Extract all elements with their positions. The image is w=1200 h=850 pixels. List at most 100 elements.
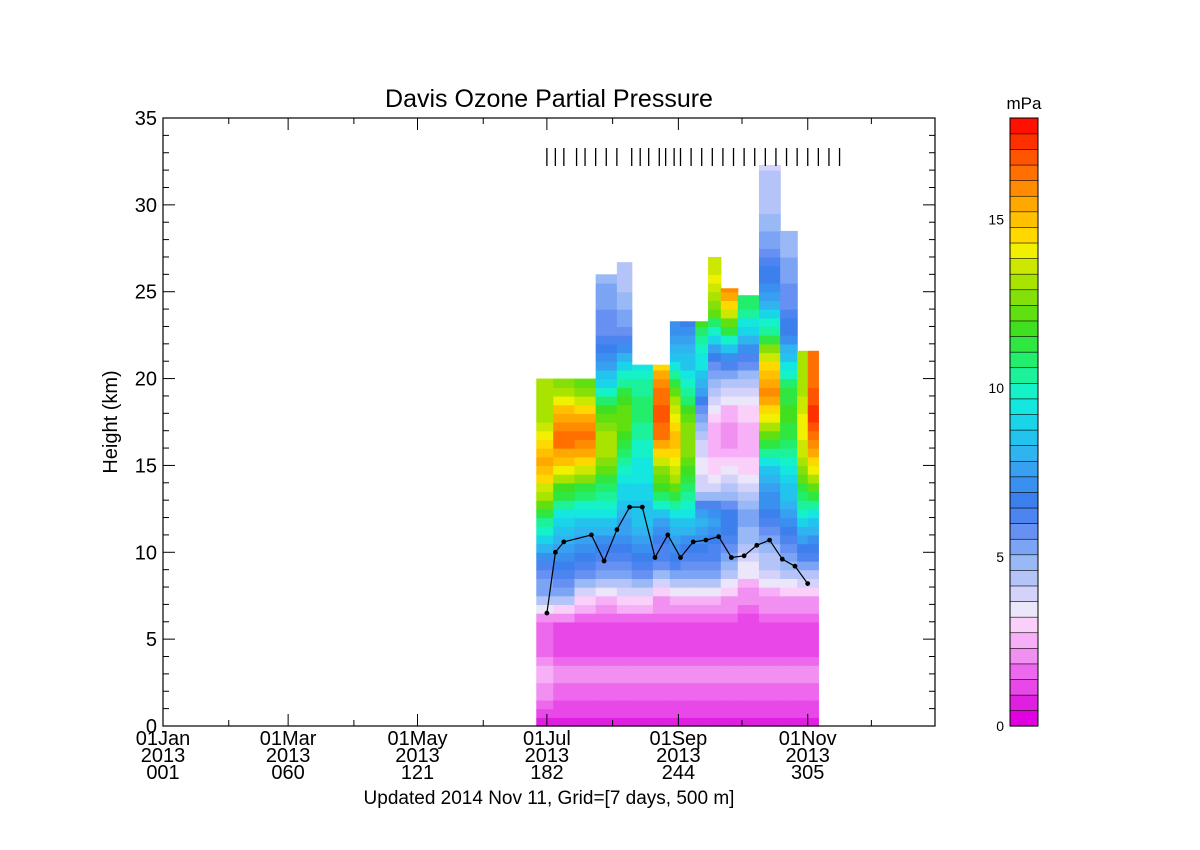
heat-column	[553, 378, 576, 727]
heat-cell	[536, 395, 554, 406]
colorbar-swatch	[1009, 632, 1039, 649]
heat-cell	[652, 508, 671, 519]
heat-column	[780, 230, 798, 727]
heat-cell	[631, 465, 654, 475]
x-tick-label: 01Jan	[136, 728, 191, 750]
heat-cell	[595, 309, 618, 319]
heat-cell	[536, 508, 554, 519]
heat-cell	[737, 448, 760, 458]
heat-cell	[595, 456, 618, 467]
y-tick-label: 20	[135, 369, 157, 391]
heat-cell	[616, 413, 633, 423]
heat-cell	[780, 595, 798, 605]
heat-cell	[669, 482, 682, 493]
heat-cell	[780, 543, 798, 553]
heat-cell	[737, 361, 760, 371]
heat-cell	[595, 665, 618, 675]
heat-cell	[720, 352, 739, 362]
heat-cell	[797, 682, 809, 692]
heat-cell	[780, 560, 798, 571]
heat-cell	[616, 691, 633, 701]
colorbar-swatch	[1009, 258, 1039, 275]
heat-cell	[797, 604, 809, 614]
heat-cell	[708, 448, 722, 458]
heat-cell	[708, 413, 722, 423]
heat-cell	[631, 456, 654, 467]
heat-column	[669, 321, 682, 727]
heat-cell	[680, 413, 696, 423]
tropopause-point	[627, 504, 632, 510]
heat-cell	[669, 361, 682, 371]
heat-cell	[797, 350, 809, 354]
heat-cell	[708, 691, 722, 701]
heat-cell	[695, 552, 709, 562]
heat-cell	[720, 430, 739, 440]
heat-cell	[680, 552, 696, 562]
heat-cell	[616, 430, 633, 440]
heat-cell	[680, 517, 696, 527]
x-tick-label: 01Sep	[649, 728, 707, 750]
heat-cell	[758, 543, 781, 553]
tropopause-point	[665, 532, 671, 538]
heat-cell	[720, 595, 739, 605]
heat-cell	[536, 691, 554, 701]
heat-cell	[680, 656, 696, 666]
heat-cell	[595, 604, 618, 614]
heat-cell	[807, 699, 819, 710]
heat-cell	[574, 474, 597, 484]
heat-column	[758, 164, 781, 727]
heat-cell	[758, 213, 781, 223]
heat-cell	[616, 682, 633, 692]
heat-cell	[652, 699, 671, 710]
heat-cell	[780, 569, 798, 579]
heat-cell	[720, 508, 739, 519]
heat-cell	[797, 630, 809, 640]
x-tick-label: 121	[401, 762, 434, 784]
heat-cell	[553, 395, 576, 406]
heat-cell	[737, 439, 760, 449]
heat-cell	[536, 717, 554, 727]
heat-cell	[758, 369, 781, 380]
heat-cell	[737, 343, 760, 354]
colorbar-swatch	[1009, 507, 1039, 524]
heat-cell	[595, 439, 618, 449]
tropopause-point	[589, 532, 594, 538]
heat-cell	[807, 613, 819, 623]
heat-cell	[737, 587, 760, 597]
heat-cell	[720, 456, 739, 467]
heat-cell	[708, 387, 722, 397]
heat-cell	[574, 578, 597, 588]
heat-cell	[616, 262, 633, 267]
heat-cell	[616, 604, 633, 614]
heat-cell	[680, 534, 696, 545]
heat-cell	[595, 560, 618, 571]
heat-cell	[536, 448, 554, 458]
heat-cell	[616, 543, 633, 553]
heat-cell	[695, 448, 709, 458]
heat-cell	[758, 343, 781, 354]
colorbar-swatch	[1009, 538, 1039, 556]
heat-cell	[631, 508, 654, 519]
heat-cell	[616, 465, 633, 475]
heat-cell	[737, 595, 760, 605]
heat-cell	[595, 343, 618, 354]
heat-cell	[695, 534, 709, 545]
heat-cell	[553, 717, 576, 727]
heat-cell	[669, 717, 682, 727]
heat-cell	[652, 517, 671, 527]
heat-cell	[574, 613, 597, 623]
heat-cell	[669, 326, 682, 336]
heat-cell	[652, 560, 671, 571]
heat-cell	[536, 517, 554, 527]
heat-cell	[758, 508, 781, 519]
heat-cell	[708, 317, 722, 328]
heat-cell	[680, 691, 696, 701]
heat-cell	[669, 560, 682, 571]
heat-cell	[669, 378, 682, 388]
heat-cell	[536, 578, 554, 588]
heat-cell	[595, 395, 618, 406]
heat-cell	[737, 699, 760, 710]
heat-cell	[616, 630, 633, 640]
heat-cell	[595, 534, 618, 545]
heat-cell	[680, 526, 696, 536]
